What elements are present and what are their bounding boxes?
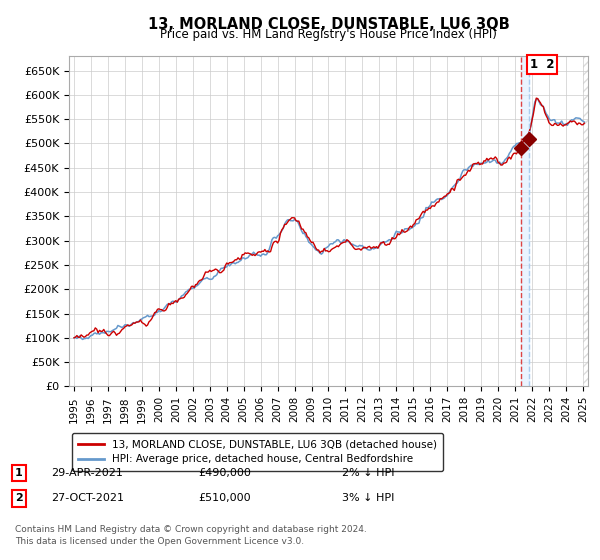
Text: 29-APR-2021: 29-APR-2021 (51, 468, 123, 478)
Text: 2: 2 (15, 493, 23, 503)
Text: 3% ↓ HPI: 3% ↓ HPI (342, 493, 394, 503)
Text: Price paid vs. HM Land Registry's House Price Index (HPI): Price paid vs. HM Land Registry's House … (160, 28, 497, 41)
Bar (521, 56, 529, 386)
Text: 1  2: 1 2 (530, 58, 554, 71)
Text: 27-OCT-2021: 27-OCT-2021 (51, 493, 124, 503)
Text: 2% ↓ HPI: 2% ↓ HPI (342, 468, 395, 478)
Text: £490,000: £490,000 (198, 468, 251, 478)
Text: £510,000: £510,000 (198, 493, 251, 503)
Legend: 13, MORLAND CLOSE, DUNSTABLE, LU6 3QB (detached house), HPI: Average price, deta: 13, MORLAND CLOSE, DUNSTABLE, LU6 3QB (d… (71, 433, 443, 470)
Text: 13, MORLAND CLOSE, DUNSTABLE, LU6 3QB: 13, MORLAND CLOSE, DUNSTABLE, LU6 3QB (148, 17, 509, 32)
Text: 1: 1 (15, 468, 23, 478)
Text: Contains HM Land Registry data © Crown copyright and database right 2024.
This d: Contains HM Land Registry data © Crown c… (15, 525, 367, 546)
